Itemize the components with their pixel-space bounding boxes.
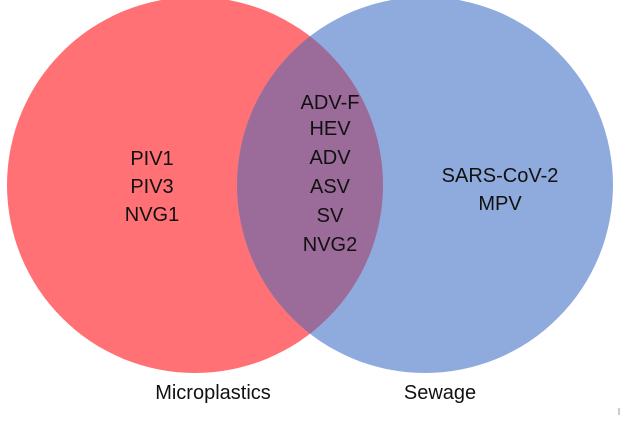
region-item: NVG2	[303, 234, 357, 256]
set-label-sewage: Sewage	[404, 382, 476, 404]
region-item: HEV	[309, 118, 351, 140]
region-item: NVG1	[125, 204, 179, 226]
region-item: ADV	[309, 147, 351, 169]
sewage-only-items: SARS-CoV-2 MPV	[442, 165, 559, 215]
region-item: SV	[317, 205, 344, 227]
region-item: PIV3	[130, 176, 173, 198]
region-item: ASV	[310, 176, 351, 198]
region-item: SARS-CoV-2	[442, 165, 559, 187]
overlap-region	[237, 0, 383, 373]
region-item: MPV	[478, 193, 522, 215]
region-item: PIV1	[130, 148, 173, 170]
set-label-microplastics: Microplastics	[155, 382, 271, 404]
intersection-items: ADV-F HEV ADV ASV SV NVG2	[301, 92, 360, 256]
microplastics-only-items: PIV1 PIV3 NVG1	[125, 148, 179, 226]
region-item: ADV-F	[301, 92, 360, 114]
